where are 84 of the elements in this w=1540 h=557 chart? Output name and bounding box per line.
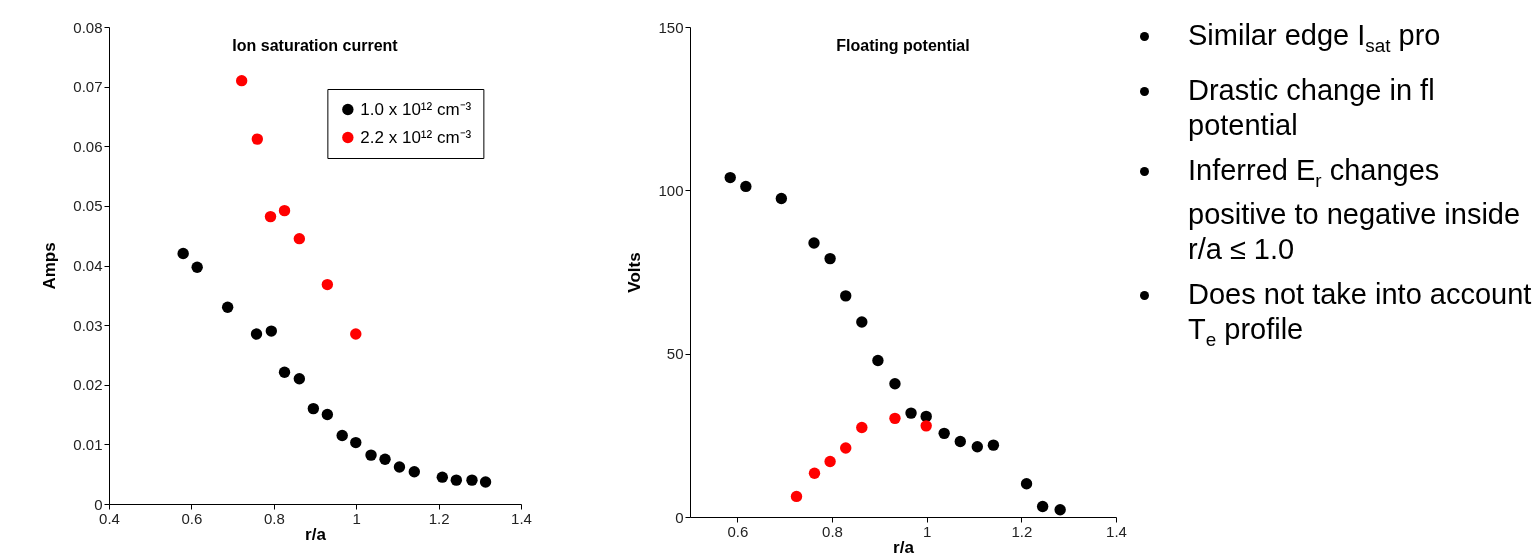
y-tick-label: 0.04: [73, 257, 103, 274]
text: Does not take into account T$_{e}$ profile: [1188, 278, 1532, 350]
x-tick-label: 1.2: [1011, 522, 1033, 540]
point: [889, 412, 901, 425]
y-axis-title: Amps: [40, 242, 60, 290]
x-axis-title: r/a: [305, 524, 327, 544]
y-tick-label: 0.02: [73, 376, 103, 394]
point: [321, 408, 334, 421]
point: [987, 439, 1000, 451]
x-tick-label: 1: [352, 509, 361, 527]
legend-label: 2.2 x 10¹² cm⁻³: [360, 127, 472, 147]
x-tick-label: 0.8: [822, 522, 843, 540]
point: [393, 461, 406, 473]
point: [191, 261, 203, 273]
point: [872, 354, 884, 367]
point: [177, 247, 189, 260]
point: [938, 427, 950, 440]
x-tick-label: 1.4: [511, 509, 532, 527]
y-tick-label: 0: [675, 508, 684, 526]
point: [905, 407, 917, 419]
x-tick-label: 0.6: [181, 509, 203, 527]
y-tick-label: 0.03: [73, 316, 103, 334]
point: [808, 467, 821, 479]
y-tick-label: 50: [666, 345, 684, 363]
point: [379, 453, 391, 465]
point: [740, 180, 752, 193]
point: [293, 232, 306, 245]
point: [293, 373, 306, 385]
point: [824, 455, 836, 468]
point: [250, 328, 263, 340]
point: [954, 435, 966, 448]
point: [235, 74, 248, 87]
point: [265, 325, 278, 337]
point: [1020, 477, 1033, 490]
point: [840, 290, 852, 302]
text: Floating potential: [836, 37, 970, 54]
point: [321, 278, 334, 291]
y-tick-label: 0.07: [73, 78, 103, 96]
point: [251, 133, 264, 145]
point: [724, 171, 736, 184]
point: [856, 316, 868, 328]
y-tick-label: 150: [658, 18, 684, 36]
point: [278, 204, 291, 217]
point: [479, 476, 492, 488]
point: [278, 366, 291, 378]
y-tick-label: 100: [658, 181, 684, 199]
point: [775, 192, 788, 205]
point: [436, 471, 449, 483]
y-tick-label: 0.08: [73, 18, 103, 36]
text: Ion saturation current: [232, 37, 399, 54]
legend-label: 1.0 x 10¹² cm⁻³: [360, 99, 472, 119]
y-axis-title: Volts: [625, 252, 645, 293]
x-tick-label: 1.2: [428, 509, 450, 527]
x-tick-label: 1: [922, 522, 932, 540]
text: Similar edge I$_{sat}$ pro: [1188, 19, 1441, 56]
point: [450, 474, 463, 486]
point: [840, 442, 852, 454]
point: [1036, 500, 1049, 513]
point: [466, 474, 478, 486]
point: [336, 429, 348, 442]
point: [264, 210, 277, 223]
point: [221, 301, 234, 313]
y-tick-label: 0.06: [73, 137, 103, 155]
point: [1054, 504, 1066, 516]
point: [808, 237, 820, 249]
point: [350, 328, 362, 340]
point: [350, 436, 362, 449]
point: [856, 421, 868, 434]
point: [889, 378, 901, 390]
x-tick-label: 0.6: [727, 522, 749, 540]
y-tick-label: 0.05: [73, 197, 103, 215]
x-axis-title: r/a: [893, 537, 915, 557]
point: [790, 490, 803, 503]
point: [920, 420, 932, 432]
y-tick-label: 0.01: [73, 435, 103, 453]
x-tick-label: 0.8: [263, 509, 285, 527]
point: [824, 252, 836, 265]
point: [365, 449, 377, 461]
text: Inferred E$_{r}$ changes positive to negative inside r/a ≤ 1.0: [1188, 153, 1521, 266]
x-tick-label: 1.4: [1106, 522, 1127, 540]
point: [408, 466, 420, 478]
point: [307, 402, 320, 415]
point: [971, 441, 984, 453]
text: Drastic change in fl potential: [1188, 73, 1435, 141]
